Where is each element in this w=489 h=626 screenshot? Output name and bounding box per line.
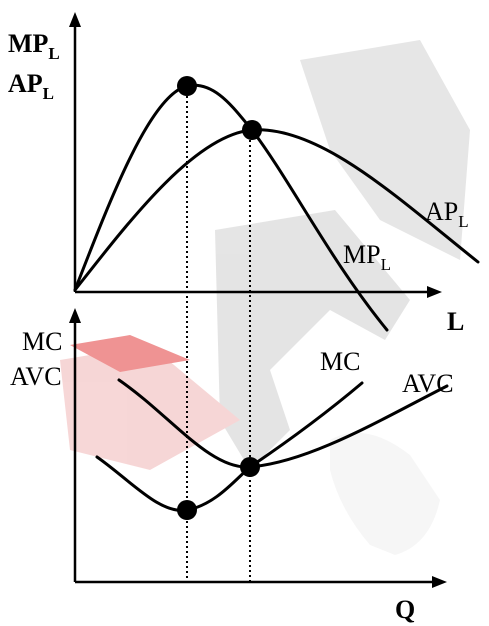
bottom-y-axis-arrow xyxy=(69,308,81,323)
mp-curve-label: MPL xyxy=(343,240,391,274)
avc-curve-label: AVC xyxy=(402,369,454,398)
watermark-gray-letter-a xyxy=(215,210,410,470)
top-y-label-2: APL xyxy=(8,69,54,103)
top-x-axis-arrow xyxy=(427,286,442,298)
mp-max-point xyxy=(177,76,197,96)
top-y-label-2-sub: L xyxy=(43,84,54,103)
avc-min-point xyxy=(240,457,260,477)
bottom-y-label-2: AVC xyxy=(10,362,62,391)
watermark-pale-text xyxy=(330,432,440,555)
bottom-y-label: MC xyxy=(22,327,62,356)
mc-curve xyxy=(95,381,364,512)
watermark-red-bar xyxy=(60,345,240,470)
ap-curve-label-sub: L xyxy=(458,212,468,231)
mp-curve-label-sub: L xyxy=(381,255,391,274)
top-y-axis-arrow xyxy=(69,12,81,27)
mc-curve-label: MC xyxy=(320,347,360,376)
watermark-gray-shape xyxy=(300,40,470,260)
watermark xyxy=(60,40,470,555)
top-y-label: MPL xyxy=(8,29,60,63)
top-x-label: L xyxy=(447,307,464,336)
bottom-x-axis-arrow xyxy=(432,576,447,588)
ap-curve-label: APL xyxy=(425,197,469,231)
bottom-x-label: Q xyxy=(395,595,415,624)
watermark-red-stripe xyxy=(70,335,190,372)
ap-max-point xyxy=(242,120,262,140)
top-y-label-sub: L xyxy=(48,44,59,63)
mc-min-point xyxy=(177,500,197,520)
mp-curve xyxy=(73,83,389,332)
